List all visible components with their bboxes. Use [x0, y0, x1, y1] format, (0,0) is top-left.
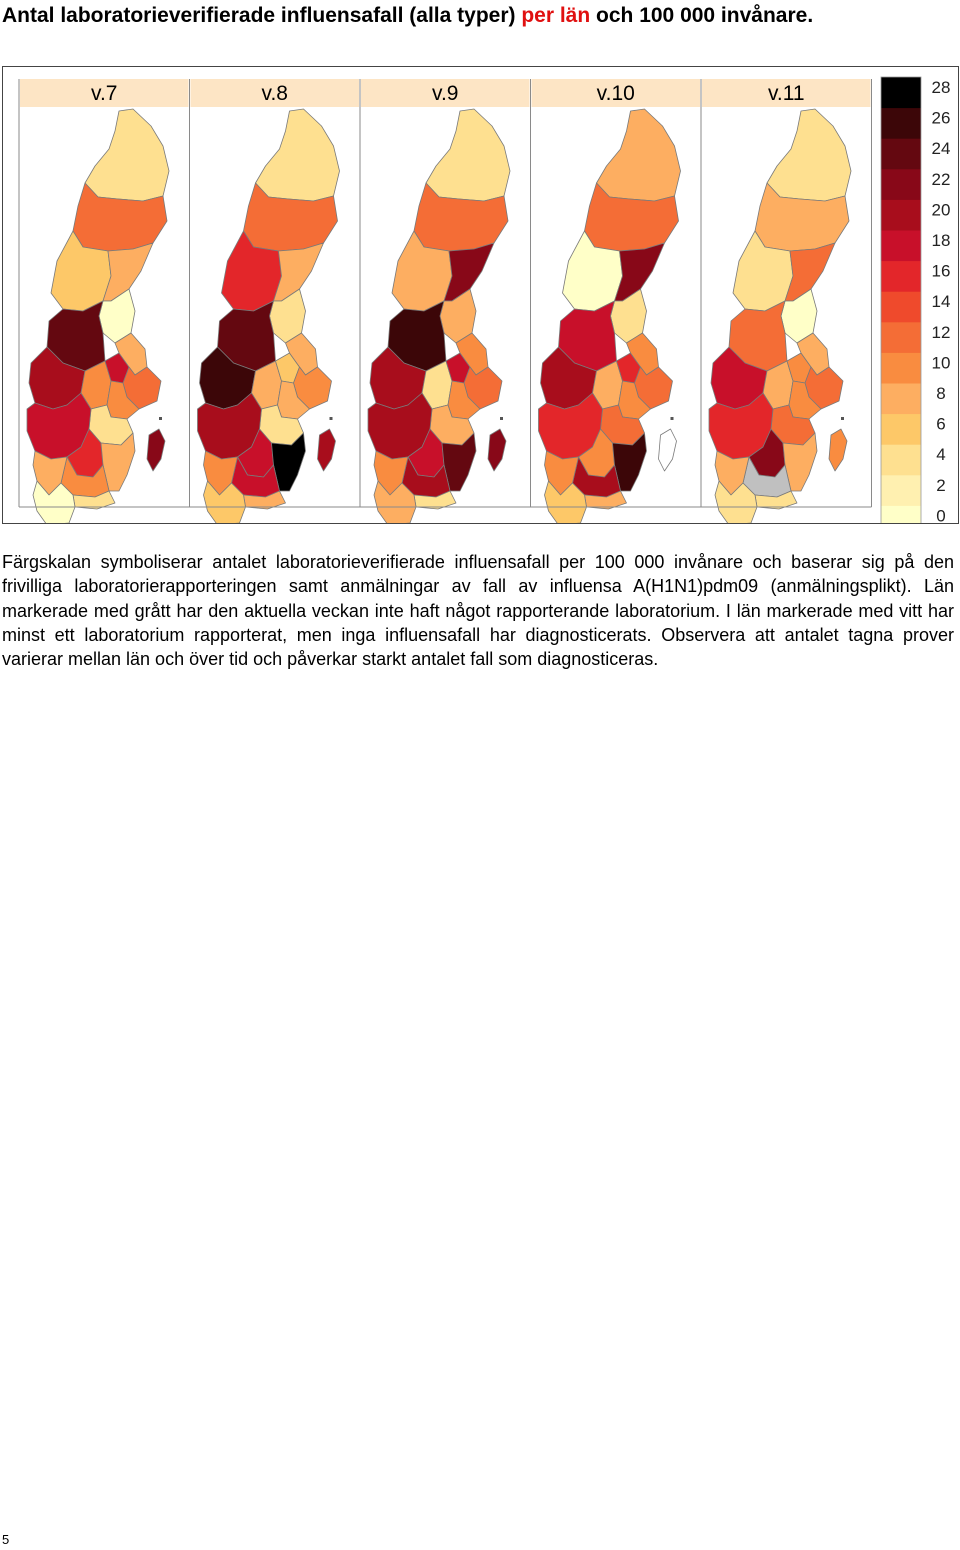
county-gotland	[487, 428, 507, 472]
county-norrbotten	[596, 108, 681, 202]
sweden-map-v-10	[538, 108, 681, 523]
legend-swatch	[881, 321, 921, 353]
legend-tick-label: 28	[932, 78, 951, 97]
figure-caption: Färgskalan symboliserar antalet laborato…	[2, 552, 954, 670]
week-label: v.10	[597, 82, 635, 105]
legend-tick-label: 10	[932, 353, 951, 372]
legend-tick-label: 24	[932, 139, 951, 158]
week-label: v.8	[262, 82, 288, 105]
legend-swatch	[881, 168, 921, 200]
legend-tick-label: 12	[932, 323, 951, 342]
week-label: v.7	[91, 82, 117, 105]
title-text-end: och 100 000 invånare.	[590, 4, 814, 27]
legend-swatch	[881, 383, 921, 415]
legend-tick-label: 14	[932, 292, 951, 311]
legend-tick-label: 16	[932, 262, 951, 281]
legend-tick-label: 20	[932, 200, 951, 219]
week-label: v.11	[768, 82, 805, 105]
county-norrbotten	[255, 108, 340, 202]
county-gotland	[146, 428, 166, 472]
legend-tick-label: 2	[936, 476, 945, 495]
legend-tick-label: 0	[936, 506, 945, 523]
legend-tick-label: 4	[936, 445, 945, 464]
page-number: 5	[2, 1532, 10, 1547]
county-skane	[373, 480, 417, 523]
legend-swatch	[881, 77, 921, 109]
week-label: v.9	[432, 82, 458, 105]
week-header	[702, 79, 871, 107]
island-marker	[329, 417, 333, 420]
week-header	[531, 79, 700, 107]
legend-swatch	[881, 444, 921, 476]
island-marker	[670, 417, 674, 420]
county-skane	[203, 480, 246, 523]
legend-swatch	[881, 291, 921, 323]
county-gotland	[828, 428, 848, 472]
island-marker	[159, 417, 162, 420]
week-header	[20, 79, 189, 107]
legend-swatch	[881, 107, 921, 139]
title-text-start: Antal laboratorieverifierade influensafa…	[2, 4, 522, 27]
legend-tick-label: 6	[936, 415, 945, 434]
legend-tick-label: 26	[932, 109, 951, 128]
sweden-map-v-9	[367, 108, 511, 523]
sweden-map-v-8	[197, 108, 340, 523]
county-skane	[32, 480, 76, 523]
legend-frame	[880, 76, 922, 523]
county-skane	[714, 480, 758, 523]
legend-swatch	[881, 199, 921, 231]
island-marker	[500, 417, 503, 420]
legend-swatch	[881, 505, 921, 523]
county-norrbotten	[766, 108, 852, 202]
page-title: Antal laboratorieverifierade influensafa…	[2, 4, 813, 28]
legend-swatch	[881, 413, 921, 445]
county-gotland	[317, 428, 336, 472]
county-gotland	[658, 428, 677, 472]
legend-swatch	[881, 230, 921, 262]
legend-swatch	[881, 352, 921, 384]
legend-tick-label: 8	[936, 384, 945, 403]
county-norrbotten	[425, 108, 511, 202]
sweden-map-v-7	[26, 108, 170, 523]
week-header	[361, 79, 530, 107]
legend-swatch	[881, 474, 921, 506]
sweden-map-v-11	[708, 108, 852, 523]
legend-tick-label: 22	[932, 170, 951, 189]
week-header	[190, 79, 359, 107]
legend-swatch	[881, 138, 921, 170]
title-highlight: per län	[521, 4, 591, 27]
island-marker	[841, 417, 844, 420]
weekly-map-figure: v.7 v.8 v.9 v.10 v.11 28 26 24 22 20 18 16 14 12 10 8 6 4…	[2, 66, 959, 524]
legend-swatch	[881, 260, 921, 292]
county-skane	[544, 480, 587, 523]
legend-tick-label: 18	[932, 231, 951, 250]
sweden-weekly-maps: v.7 v.8 v.9 v.10 v.11 28262422201816141210864…	[18, 76, 951, 523]
county-norrbotten	[84, 108, 170, 202]
